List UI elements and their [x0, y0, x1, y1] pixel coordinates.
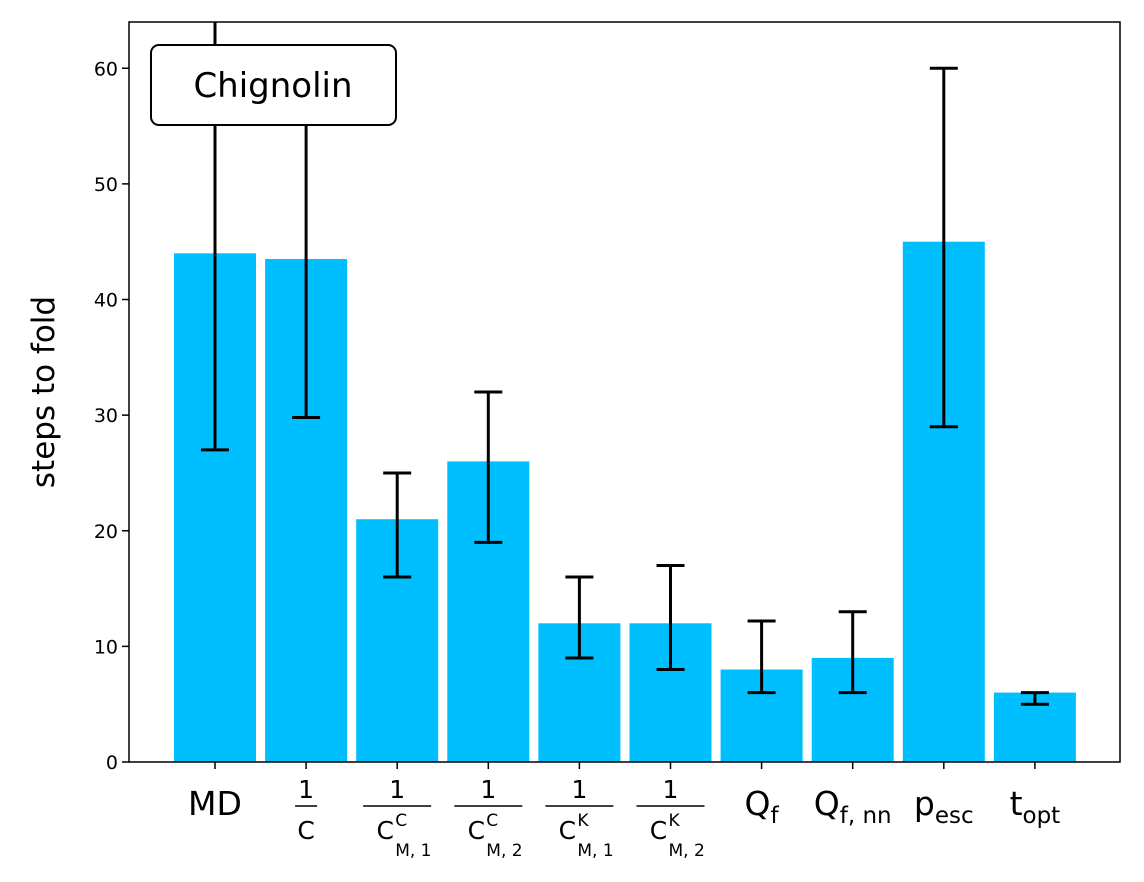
- svg-text:Qf: Qf: [745, 784, 780, 829]
- xtick-label-Q_f,nn: Qf, nn: [814, 784, 892, 829]
- svg-text:C: C: [559, 816, 576, 845]
- error-bars-layer: [201, 22, 1049, 706]
- svg-text:C: C: [650, 816, 667, 845]
- svg-text:Qf, nn: Qf, nn: [814, 784, 892, 829]
- xtick-label-1/C^C_M,2: 1C CM, 2: [454, 775, 523, 861]
- svg-text:K: K: [577, 811, 589, 831]
- error-bar-1/C^C_M,1: [383, 471, 412, 579]
- ytick-label-20: 20: [94, 521, 118, 543]
- svg-text:MD: MD: [188, 784, 242, 823]
- ytick-label-60: 60: [94, 58, 118, 80]
- svg-text:1: 1: [298, 775, 314, 804]
- svg-text:C: C: [395, 811, 407, 831]
- svg-text:M, 1: M, 1: [395, 841, 431, 861]
- svg-text:K: K: [669, 811, 681, 831]
- xtick-label-Q_f: Qf: [745, 784, 780, 829]
- y-axis-label: steps to fold: [26, 296, 62, 488]
- y-axis: 0 10 20 30 40 50 60: [94, 58, 129, 774]
- annotation-text: Chignolin: [193, 66, 352, 106]
- ytick-label-10: 10: [94, 636, 118, 658]
- svg-text:C: C: [297, 816, 314, 845]
- svg-text:1: 1: [480, 775, 496, 804]
- xtick-label-t_opt: topt: [1010, 784, 1061, 829]
- xtick-label-1/C^K_M,2: 1 C K M, 2: [636, 775, 705, 861]
- error-bar-p_esc: [929, 66, 958, 429]
- bars-layer: [174, 241, 1076, 763]
- error-bar-Q_f,nn: [838, 610, 867, 695]
- svg-text:M, 2: M, 2: [669, 841, 705, 861]
- ytick-label-30: 30: [94, 405, 118, 427]
- svg-text:1: 1: [663, 775, 679, 804]
- error-bar-1/C^C_M,2: [474, 390, 503, 544]
- svg-text:1: 1: [389, 775, 405, 804]
- ytick-label-0: 0: [106, 752, 118, 774]
- svg-text:C: C: [486, 811, 498, 831]
- ytick-label-50: 50: [94, 174, 118, 196]
- svg-text:M, 2: M, 2: [486, 841, 522, 861]
- xtick-label-1/C: 1C: [295, 775, 318, 845]
- svg-text:M, 1: M, 1: [577, 841, 613, 861]
- svg-text:C: C: [468, 816, 485, 845]
- annotation-box: Chignolin: [150, 44, 397, 126]
- xtick-label-1/C^K_M,1: 1 C K M, 1: [545, 775, 614, 861]
- svg-text:topt: topt: [1010, 784, 1061, 829]
- svg-text:1: 1: [571, 775, 587, 804]
- error-bar-t_opt: [1020, 691, 1049, 706]
- xtick-label-1/C^C_M,1: 1C CM, 1: [363, 775, 431, 861]
- error-bar-Q_f: [747, 619, 776, 695]
- xtick-label-MD: MD: [188, 784, 242, 823]
- ytick-label-40: 40: [94, 290, 118, 312]
- svg-text:C: C: [376, 816, 393, 845]
- plot-frame: [128, 21, 1121, 763]
- error-bar-1/C^K_M,2: [656, 563, 685, 671]
- xtick-label-p_esc: pesc: [914, 784, 974, 829]
- error-bar-1/C^K_M,1: [565, 575, 594, 660]
- svg-text:pesc: pesc: [914, 784, 974, 829]
